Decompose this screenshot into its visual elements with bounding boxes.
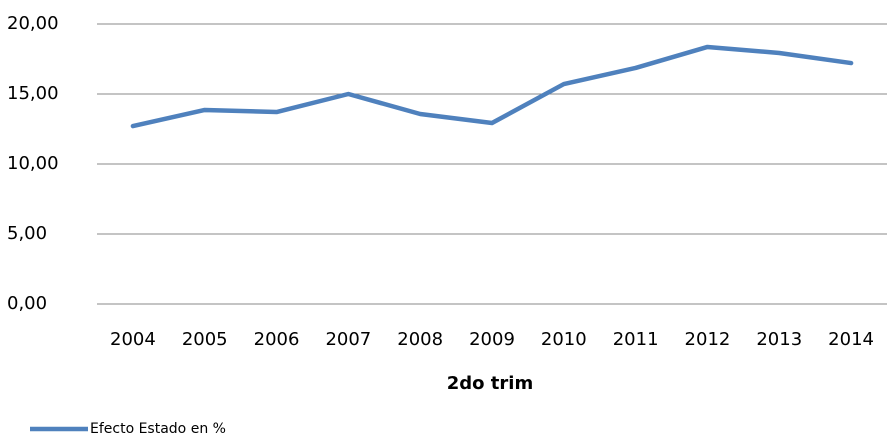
x-tick-label: 2005 <box>182 329 228 350</box>
x-tick-label: 2008 <box>397 329 443 350</box>
data-line <box>130 44 854 129</box>
y-tick-label: 5,00 <box>7 223 47 244</box>
x-tick-label: 2012 <box>685 329 731 350</box>
x-tick-label: 2004 <box>110 329 156 350</box>
x-tick-label: 2013 <box>756 329 802 350</box>
y-tick-label: 0,00 <box>7 293 47 314</box>
x-tick-label: 2009 <box>469 329 515 350</box>
y-tick-label: 20,00 <box>7 13 59 34</box>
x-axis-title: 2do trim <box>447 373 533 394</box>
x-tick-label: 2014 <box>828 329 874 350</box>
x-tick-label: 2006 <box>254 329 300 350</box>
y-tick-label: 10,00 <box>7 153 59 174</box>
x-tick-label: 2007 <box>325 329 371 350</box>
legend-label: Efecto Estado en % <box>90 421 226 435</box>
x-tick-label: 2011 <box>613 329 659 350</box>
x-tick-label: 2010 <box>541 329 587 350</box>
y-tick-label: 15,00 <box>7 83 59 104</box>
